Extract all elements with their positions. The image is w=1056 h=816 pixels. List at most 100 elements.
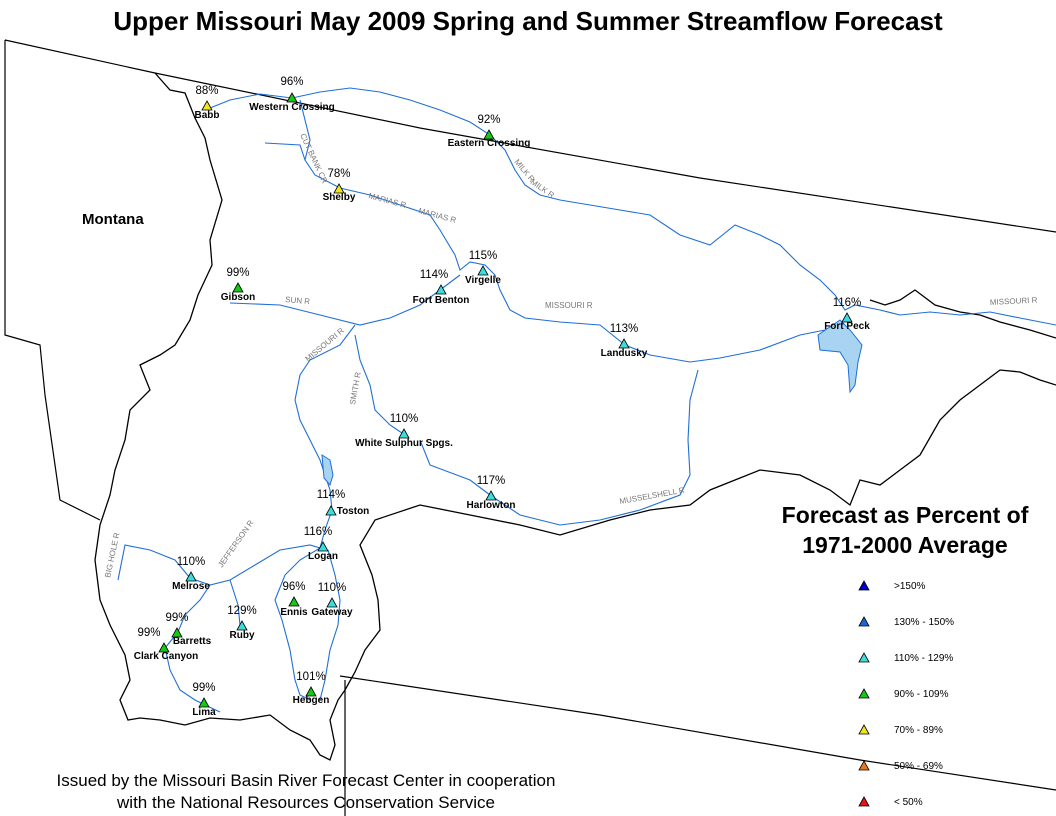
- station-lima[interactable]: 99% Lima: [192, 682, 216, 718]
- station-percent: 99%: [165, 612, 188, 624]
- station-percent: 96%: [282, 581, 305, 593]
- triangle-icon: [858, 616, 870, 627]
- station-percent: 117%: [477, 475, 506, 487]
- station-percent: 99%: [137, 627, 160, 639]
- station-fort-peck[interactable]: 116% Fort Peck: [824, 297, 870, 332]
- station-gibson[interactable]: 99% Gibson: [221, 267, 255, 303]
- station-percent: 116%: [304, 526, 333, 538]
- station-gateway[interactable]: 110% Gateway: [311, 582, 353, 618]
- station-percent: 116%: [833, 297, 862, 309]
- station-marker[interactable]: [485, 490, 497, 501]
- station-toston[interactable]: 114% Toston: [317, 489, 370, 517]
- legend-item: 50% - 69%: [858, 759, 943, 773]
- station-name: Virgelle: [465, 275, 501, 286]
- legend-item-label: 90% - 109%: [894, 688, 949, 700]
- station-marker[interactable]: [236, 620, 248, 631]
- station-marker[interactable]: [326, 597, 338, 608]
- station-white-sulphur-spgs[interactable]: 110% White Sulphur Spgs.: [355, 413, 453, 449]
- station-landusky[interactable]: 113% Landusky: [601, 323, 648, 359]
- station-shelby[interactable]: 78% Shelby: [323, 168, 356, 203]
- station-percent: 78%: [327, 168, 350, 180]
- station-hebgen[interactable]: 101% Hebgen: [293, 671, 330, 706]
- basin-boundary: [94, 72, 1056, 761]
- triangle-icon: [858, 724, 870, 735]
- station-barretts[interactable]: 99% Barretts: [165, 612, 211, 647]
- station-melrose[interactable]: 110% Melrose: [172, 556, 210, 592]
- legend-item-label: < 50%: [894, 796, 923, 808]
- station-virgelle[interactable]: 115% Virgelle: [465, 250, 501, 286]
- station-western-crossing[interactable]: 96% Western Crossing: [249, 76, 334, 113]
- station-eastern-crossing[interactable]: 92% Eastern Crossing: [448, 114, 531, 149]
- station-name: Clark Canyon: [134, 651, 198, 662]
- river-label: SMITH R: [348, 371, 363, 405]
- issued-note: Issued by the Missouri Basin River Forec…: [0, 770, 612, 814]
- legend-item-label: 50% - 69%: [894, 760, 943, 772]
- station-name: Eastern Crossing: [448, 138, 531, 149]
- station-marker[interactable]: [158, 642, 170, 653]
- legend-item-label: 130% - 150%: [894, 616, 955, 628]
- station-clark-canyon[interactable]: 99% Clark Canyon: [134, 627, 198, 662]
- triangle-icon: [858, 688, 870, 699]
- station-marker[interactable]: [198, 697, 210, 708]
- river-label: JEFFERSON R: [216, 518, 255, 569]
- station-name: Babb: [195, 110, 220, 121]
- state-label: Montana: [82, 211, 144, 228]
- station-percent: 115%: [469, 250, 498, 262]
- station-marker[interactable]: [435, 284, 447, 295]
- forecast-stations: 88% Babb 96% Western Crossing 92% Eastern Cro…: [134, 76, 870, 718]
- station-logan[interactable]: 116% Logan: [304, 526, 338, 562]
- legend-title: Forecast as Percent of 1971-2000 Average: [730, 500, 1056, 560]
- river-label: MARIAS R: [367, 191, 407, 210]
- station-percent: 113%: [610, 323, 639, 335]
- station-babb[interactable]: 88% Babb: [195, 85, 220, 121]
- station-marker[interactable]: [305, 686, 317, 697]
- station-harlowton[interactable]: 117% Harlowton: [467, 475, 516, 511]
- station-name: Landusky: [601, 348, 648, 359]
- legend-title-line1: Forecast as Percent of: [781, 502, 1029, 528]
- station-marker[interactable]: [618, 338, 630, 349]
- station-marker[interactable]: [841, 312, 853, 323]
- station-name: Harlowton: [467, 500, 516, 511]
- station-marker[interactable]: [483, 129, 495, 140]
- station-marker[interactable]: [185, 571, 197, 582]
- issued-line2: with the National Resources Conservation…: [117, 793, 495, 812]
- station-percent: 110%: [390, 413, 419, 425]
- map-title: Upper Missouri May 2009 Spring and Summe…: [113, 6, 943, 36]
- legend-item: 90% - 109%: [858, 687, 948, 701]
- legend-item: < 50%: [858, 795, 923, 809]
- station-marker[interactable]: [477, 265, 489, 276]
- basin-boundary-north: [869, 289, 1056, 339]
- station-percent: 129%: [227, 605, 256, 617]
- station-marker[interactable]: [232, 282, 244, 293]
- legend-item: 130% - 150%: [858, 615, 954, 629]
- triangle-icon: [858, 796, 870, 807]
- station-marker[interactable]: [171, 627, 183, 638]
- station-name: Lima: [192, 707, 216, 718]
- legend-item-label: 110% - 129%: [894, 652, 954, 664]
- station-marker[interactable]: [201, 100, 213, 111]
- station-marker[interactable]: [288, 596, 300, 607]
- river-label: BIG HOLE R: [103, 532, 121, 579]
- river-label: MISSOURI R: [545, 301, 593, 310]
- station-ennis[interactable]: 96% Ennis: [280, 581, 308, 618]
- triangle-icon: [858, 580, 870, 591]
- station-marker[interactable]: [286, 92, 298, 103]
- river-label: MUSSELSHELL R: [619, 486, 686, 506]
- station-percent: 88%: [195, 85, 218, 97]
- station-marker[interactable]: [317, 541, 329, 552]
- station-name: Shelby: [323, 192, 356, 203]
- station-marker[interactable]: [325, 505, 337, 516]
- station-marker[interactable]: [398, 428, 410, 439]
- station-ruby[interactable]: 129% Ruby: [227, 605, 256, 641]
- triangle-icon: [858, 652, 870, 663]
- station-percent: 114%: [420, 269, 449, 281]
- station-name: Ruby: [230, 630, 255, 641]
- station-marker[interactable]: [333, 183, 345, 194]
- station-fort-benton[interactable]: 114% Fort Benton: [413, 269, 470, 306]
- station-percent: 110%: [318, 582, 347, 594]
- station-name: Fort Peck: [824, 321, 870, 332]
- legend-item: 110% - 129%: [858, 651, 953, 665]
- reservoirs: [321, 319, 863, 487]
- station-name: Gateway: [311, 607, 353, 618]
